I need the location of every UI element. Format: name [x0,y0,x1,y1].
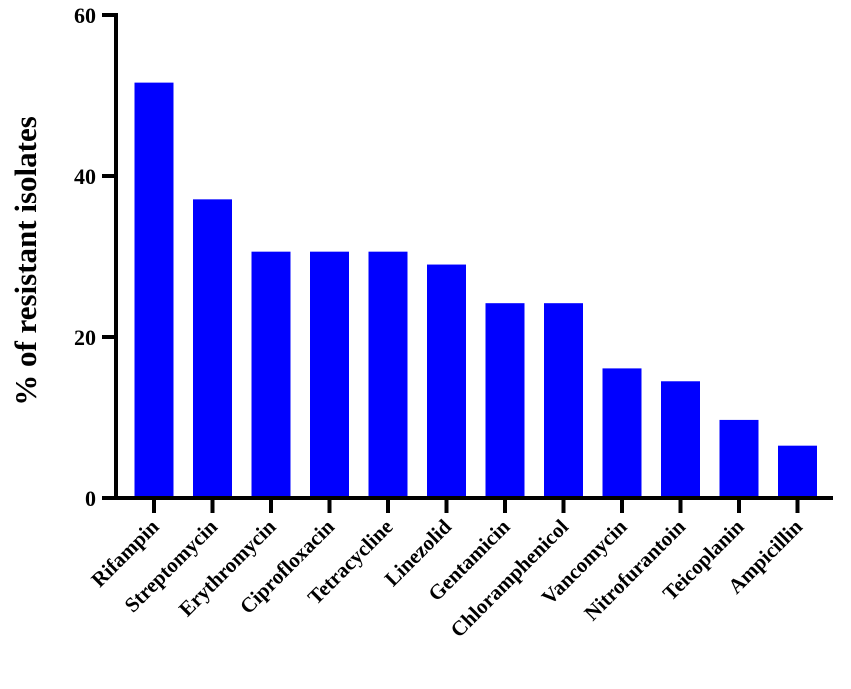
bar-vancomycin [602,368,642,498]
bar-linezolid [427,264,466,498]
bar-streptomycin [193,199,232,498]
bar-rifampin [134,82,174,499]
bar-tetracycline [368,251,408,498]
bar-chloramphenicol [544,303,583,498]
y-axis-title: % of resistant isolates [8,116,43,406]
bar-teicoplanin [719,419,759,498]
bars [134,82,817,499]
bar-erythromycin [251,251,291,498]
y-axis: 0 20 40 60 [74,3,116,511]
bar-nitrofurantoin [661,381,700,498]
x-tick-label: Nitrofurantoin [579,514,690,625]
x-axis: RifampinStreptomycinErythromycinCiproflo… [86,498,807,642]
y-tick-label: 60 [74,3,96,28]
y-tick-label: 0 [85,486,96,511]
bar-ciprofloxacin [310,251,349,498]
y-tick-label: 20 [74,325,96,350]
bar-ampicillin [778,445,817,498]
y-tick-label: 40 [74,164,96,189]
bar-gentamicin [485,303,525,498]
